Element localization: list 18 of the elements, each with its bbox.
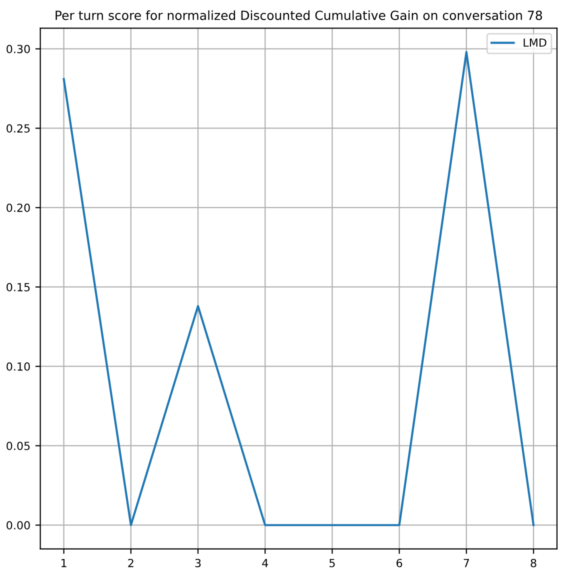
x-tick-label: 5 <box>330 558 335 568</box>
y-tick-label: 0.00 <box>6 521 30 530</box>
line-series <box>62 50 535 526</box>
x-tick-label: 2 <box>128 558 134 568</box>
y-tick-label: 0.15 <box>6 282 30 292</box>
y-tick-label: 0.20 <box>6 204 30 212</box>
y-tick-label: 0.30 <box>6 44 30 54</box>
x-tick-label: 6 <box>396 558 402 568</box>
y-tick-label: 0.10 <box>6 362 30 371</box>
x-tick-label: 8 <box>530 558 536 568</box>
x-tick-label: 3 <box>195 558 201 568</box>
legend-label: LMD <box>524 38 546 47</box>
chart-title: Per turn score for normalized Discounted Cumulative Gain on conversation 78 <box>56 10 542 20</box>
x-tick-label: 4 <box>262 558 268 568</box>
x-tick-label: 7 <box>464 558 469 568</box>
y-tick-label: 0.05 <box>6 442 30 450</box>
y-tick-label: 0.25 <box>6 124 30 133</box>
x-tick-label: 1 <box>61 558 66 568</box>
